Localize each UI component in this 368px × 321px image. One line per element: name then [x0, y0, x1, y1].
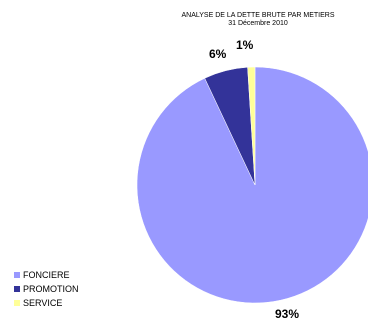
legend: FONCIERE PROMOTION SERVICE — [14, 268, 79, 310]
legend-item-fonciere: FONCIERE — [14, 268, 79, 282]
legend-label: FONCIERE — [23, 270, 70, 280]
label-promotion: 6% — [209, 47, 227, 61]
legend-label: SERVICE — [23, 298, 63, 308]
slice-fonciere — [136, 66, 368, 304]
slice-service — [247, 66, 256, 186]
chart-subtitle: 31 Décembre 2010 — [228, 20, 288, 27]
legend-item-service: SERVICE — [14, 296, 79, 310]
legend-swatch — [14, 300, 20, 306]
legend-item-promotion: PROMOTION — [14, 282, 79, 296]
label-fonciere: 93% — [275, 307, 300, 321]
label-service: 1% — [236, 38, 254, 52]
legend-swatch — [14, 286, 20, 292]
chart-title: ANALYSE DE LA DETTE BRUTE PAR METIERS — [181, 12, 335, 19]
legend-swatch — [14, 272, 20, 278]
legend-label: PROMOTION — [23, 284, 79, 294]
